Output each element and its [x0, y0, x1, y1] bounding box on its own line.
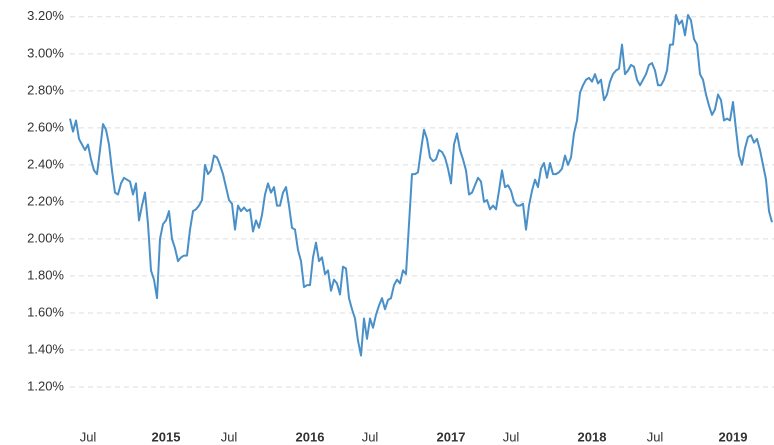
x-tick-label: 2019	[719, 429, 748, 444]
x-tick-label: 2016	[296, 429, 325, 444]
y-tick-label: 3.00%	[27, 45, 64, 60]
y-tick-label: 1.80%	[27, 267, 64, 282]
x-tick-label: 2015	[152, 429, 181, 444]
y-tick-label: 2.60%	[27, 119, 64, 134]
x-tick-label: Jul	[647, 429, 664, 444]
y-tick-label: 2.80%	[27, 82, 64, 97]
y-tick-label: 2.20%	[27, 193, 64, 208]
x-tick-label: Jul	[80, 429, 97, 444]
y-tick-label: 2.40%	[27, 156, 64, 171]
line	[69, 13, 773, 357]
x-tick-label: 2018	[578, 429, 607, 444]
x-tick-label: Jul	[362, 429, 379, 444]
y-tick-label: 1.60%	[27, 304, 64, 319]
x-tick-label: Jul	[503, 429, 520, 444]
y-tick-label: 1.40%	[27, 341, 64, 356]
y-tick-label: 3.20%	[27, 8, 64, 23]
y-tick-label: 1.20%	[27, 378, 64, 393]
x-tick-label: Jul	[221, 429, 238, 444]
y-tick-label: 2.00%	[27, 230, 64, 245]
x-tick-label: 2017	[437, 429, 466, 444]
